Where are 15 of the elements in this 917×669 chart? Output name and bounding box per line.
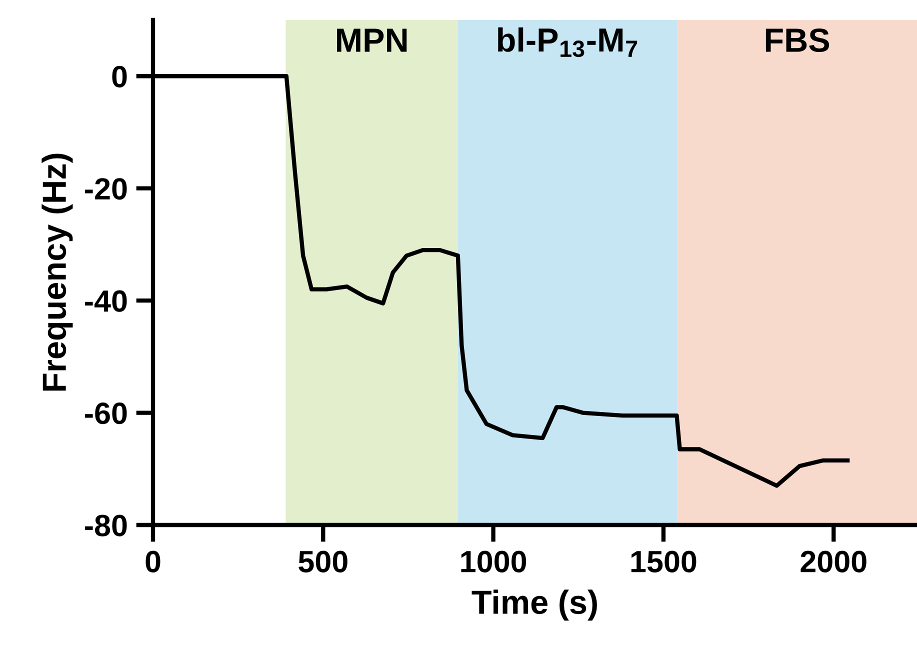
y-axis-title: Frequency (Hz) — [42, 154, 73, 391]
y-tick-label: -60 — [85, 402, 127, 424]
band-label: bl-P$_{13}$-M$_{7}$ — [498, 27, 638, 58]
x-tick-label: 500 — [298, 550, 348, 572]
y-tick-label: -80 — [85, 514, 127, 536]
x-tick-label: 1000 — [461, 550, 526, 572]
y-tick-label: 0 — [112, 66, 127, 88]
band-label: MPN — [337, 28, 407, 52]
y-tick-label: -40 — [85, 290, 127, 312]
x-tick-label: 1500 — [631, 550, 696, 572]
band-label: FBS — [766, 28, 830, 52]
x-tick-label: 2000 — [800, 550, 866, 572]
x-tick-label: 0 — [146, 550, 160, 572]
x-axis-title: Time (s) — [472, 590, 597, 621]
y-tick-label: -20 — [85, 178, 127, 200]
